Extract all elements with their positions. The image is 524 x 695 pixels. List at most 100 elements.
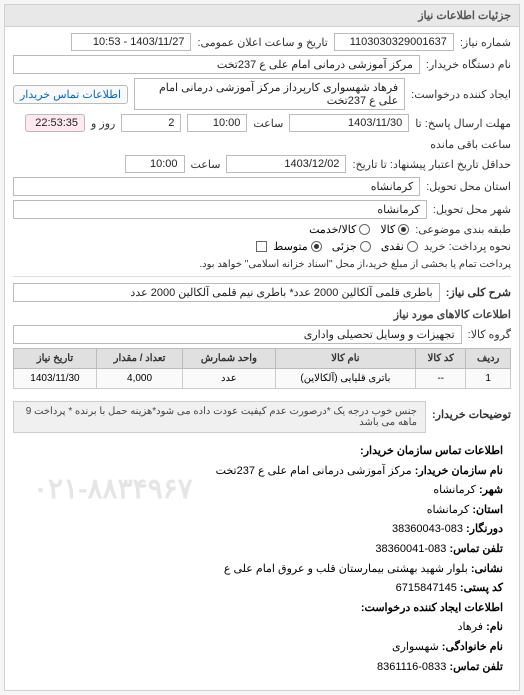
panel-body: شماره نیاز: 1103030329001637 تاریخ و ساع…	[5, 27, 519, 690]
th-4: تعداد / مقدار	[96, 349, 182, 369]
l-name: نام:	[486, 621, 503, 633]
line-postal: کد پستی: 6715847145	[21, 580, 503, 598]
radio-service[interactable]: کالا/خدمت	[309, 223, 370, 236]
label-buyer-desc: توضیحات خریدار:	[432, 408, 511, 421]
th-5: تاریخ نیاز	[14, 349, 97, 369]
row-buyer-desc: توضیحات خریدار: جنس خوب درجه یک *درصورت …	[13, 395, 511, 433]
radio-medium-label: متوسط	[273, 240, 308, 253]
label-org: نام دستگاه خریدار:	[426, 58, 511, 71]
table-header-row: ردیف کد کالا نام کالا واحد شمارش تعداد /…	[14, 349, 511, 369]
l-postal: کد پستی:	[460, 582, 503, 594]
v-city: کرمانشاه	[433, 484, 476, 496]
label-grouping: طبقه بندی موضوعی:	[415, 223, 511, 236]
contact-section: ۰۲۱-۸۸۳۴۹۶۷ اطلاعات تماس سازمان خریدار: …	[13, 437, 511, 684]
l-province: استان:	[472, 504, 503, 516]
field-request-no: 1103030329001637	[334, 33, 454, 51]
panel-header: جزئیات اطلاعات نیاز	[5, 5, 519, 27]
label-province: استان محل تحویل:	[426, 180, 511, 193]
divider	[13, 276, 511, 277]
td-2: باتری قلیایی (آلکالاین)	[275, 369, 416, 389]
field-delivery-date: 1403/12/02	[226, 155, 346, 173]
field-validity-date: 1403/11/30	[289, 114, 409, 132]
v-postal: 6715847145	[396, 582, 457, 594]
l-family: نام خانوادگی:	[442, 641, 503, 653]
label-requester: ایجاد کننده درخواست:	[411, 88, 511, 101]
label-request-no: شماره نیاز:	[460, 36, 511, 49]
line-org: نام سازمان خریدار: مرکز آموزشی درمانی ام…	[21, 463, 503, 481]
v-address: بلوار شهید بهشتی بیمارستان قلب و عروق ام…	[224, 563, 468, 575]
l-fax: دورنگار:	[466, 523, 503, 535]
line-phone: تلفن تماس: 083-38360041	[21, 541, 503, 559]
radio-medium-icon	[311, 241, 322, 252]
line-city: شهر: کرمانشاه	[21, 482, 503, 500]
field-province: کرمانشاه	[13, 177, 420, 196]
label-delivery-deadline: حداقل تاریخ اعتبار پیشنهاد: تا تاریخ:	[352, 158, 511, 171]
l-address: نشانی:	[471, 563, 503, 575]
radio-partial-icon	[360, 241, 371, 252]
radio-cash-icon	[407, 241, 418, 252]
th-1: کد کالا	[416, 349, 466, 369]
label-payment: نحوه پرداخت: خرید	[424, 240, 511, 253]
label-validity: مهلت ارسال پاسخ: تا	[415, 117, 511, 130]
checkbox-label: پرداخت تمام یا بخشی از مبلغ خرید،از محل …	[199, 259, 511, 270]
radio-goods-label: کالا	[380, 223, 395, 236]
row-org: نام دستگاه خریدار: مرکز آموزشی درمانی ام…	[13, 55, 511, 74]
row-province: استان محل تحویل: کرمانشاه	[13, 177, 511, 196]
radio-goods-icon	[398, 224, 409, 235]
label-city: شهر محل تحویل:	[433, 203, 511, 216]
row-requester: ایجاد کننده درخواست: فرهاد شهسواری کارپر…	[13, 78, 511, 110]
field-validity-time: 10:00	[187, 114, 247, 132]
line-province: استان: کرمانشاه	[21, 502, 503, 520]
row-grouping: طبقه بندی موضوعی: کالا کالا/خدمت	[13, 223, 511, 236]
v-fax: 083-38360043	[392, 523, 463, 535]
l-city: شهر:	[479, 484, 503, 496]
th-0: ردیف	[466, 349, 511, 369]
radio-partial-label: جزئی	[332, 240, 357, 253]
l-org: نام سازمان خریدار:	[415, 465, 503, 477]
v-family: شهسواری	[392, 641, 439, 653]
td-0: 1	[466, 369, 511, 389]
line-name: نام: فرهاد	[21, 619, 503, 637]
field-city: کرمانشاه	[13, 200, 427, 219]
radio-service-icon	[359, 224, 370, 235]
line-cphone: تلفن تماس: 0833-8361116	[21, 659, 503, 677]
treasury-checkbox[interactable]	[256, 241, 267, 252]
row-city: شهر محل تحویل: کرمانشاه	[13, 200, 511, 219]
label-time1: ساعت	[253, 117, 283, 130]
v-org: مرکز آموزشی درمانی امام علی ع 237تخت	[216, 465, 412, 477]
field-org: مرکز آموزشی درمانی امام علی ع 237تخت	[13, 55, 420, 74]
row-delivery-deadline: حداقل تاریخ اعتبار پیشنهاد: تا تاریخ: 14…	[13, 155, 511, 173]
buyer-contact-link[interactable]: اطلاعات تماس خریدار	[13, 85, 128, 104]
th-2: نام کالا	[275, 349, 416, 369]
v-province: کرمانشاه	[427, 504, 470, 516]
goods-info-title: اطلاعات کالاهای مورد نیاز	[13, 308, 511, 321]
field-remaining-time: 22:53:35	[25, 114, 85, 132]
label-announce-date: تاریخ و ساعت اعلان عمومی:	[197, 36, 327, 49]
td-5: 1403/11/30	[14, 369, 97, 389]
contact-title: اطلاعات تماس سازمان خریدار:	[21, 443, 503, 461]
l-cphone: تلفن تماس:	[449, 661, 503, 673]
field-summary: باطری قلمی آلکالین 2000 عدد* باطری نیم ق…	[13, 283, 440, 302]
radio-goods[interactable]: کالا	[380, 223, 409, 236]
v-name: فرهاد	[458, 621, 483, 633]
l-phone: تلفن تماس:	[449, 543, 503, 555]
v-cphone: 0833-8361116	[377, 661, 446, 673]
payment-radios: نقدی جزئی متوسط	[273, 240, 418, 253]
field-buyer-desc: جنس خوب درجه یک *درصورت عدم کیفیت عودت د…	[13, 401, 426, 433]
line-fax: دورنگار: 083-38360043	[21, 521, 503, 539]
field-remaining-days: 2	[121, 114, 181, 132]
row-validity: مهلت ارسال پاسخ: تا 1403/11/30 ساعت 10:0…	[13, 114, 511, 151]
radio-cash[interactable]: نقدی	[381, 240, 418, 253]
label-time2: ساعت	[191, 158, 221, 171]
radio-medium[interactable]: متوسط	[273, 240, 322, 253]
field-delivery-time: 10:00	[125, 155, 185, 173]
radio-partial[interactable]: جزئی	[332, 240, 371, 253]
td-4: 4,000	[96, 369, 182, 389]
table-row: 1 -- باتری قلیایی (آلکالاین) عدد 4,000 1…	[14, 369, 511, 389]
field-announce-date: 1403/11/27 - 10:53	[71, 33, 191, 51]
th-3: واحد شمارش	[183, 349, 275, 369]
row-request-no: شماره نیاز: 1103030329001637 تاریخ و ساع…	[13, 33, 511, 51]
line-family: نام خانوادگی: شهسواری	[21, 639, 503, 657]
details-panel: جزئیات اطلاعات نیاز شماره نیاز: 11030303…	[4, 4, 520, 691]
label-summary: شرح کلی نیاز:	[446, 286, 511, 299]
